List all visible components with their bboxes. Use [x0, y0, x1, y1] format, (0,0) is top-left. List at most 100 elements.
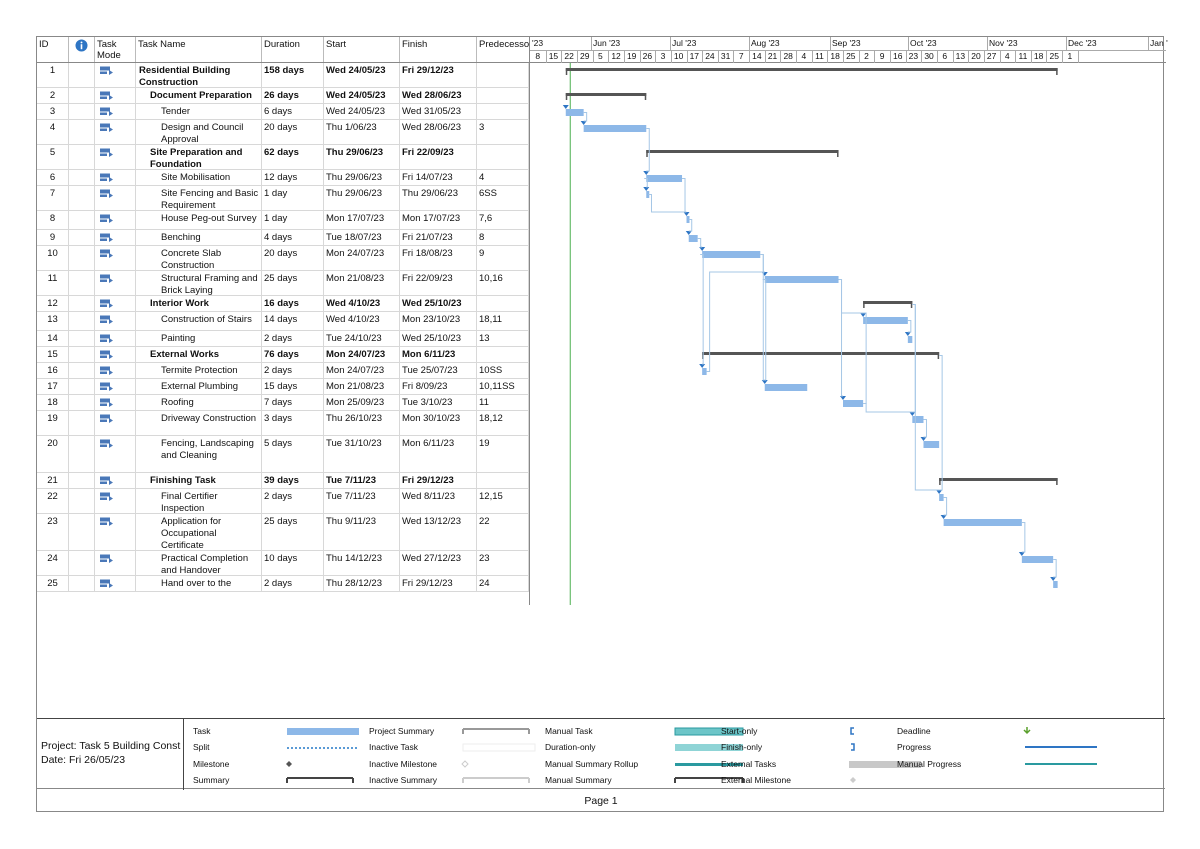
task-name[interactable]: Fencing, Landscaping and Cleaning [136, 436, 262, 472]
task-id[interactable]: 7 [37, 186, 69, 210]
task-finish[interactable]: Mon 23/10/23 [400, 312, 477, 330]
task-row[interactable]: 5 Site Preparation and Foundation 62 days T… [37, 145, 529, 170]
task-predecessors[interactable]: 18,12 [477, 411, 529, 435]
col-header-name[interactable]: Task Name [136, 37, 262, 63]
task-id[interactable]: 25 [37, 576, 69, 591]
task-id[interactable]: 6 [37, 170, 69, 185]
task-duration[interactable]: 26 days [262, 88, 324, 103]
task-id[interactable]: 24 [37, 551, 69, 575]
task-duration[interactable]: 14 days [262, 312, 324, 330]
task-start[interactable]: Mon 21/08/23 [324, 271, 400, 295]
task-predecessors[interactable]: 6SS [477, 186, 529, 210]
task-finish[interactable]: Tue 25/07/23 [400, 363, 477, 378]
task-duration[interactable]: 1 day [262, 186, 324, 210]
task-row[interactable]: 1 Residential Building Construction 158 da… [37, 63, 529, 88]
task-duration[interactable]: 12 days [262, 170, 324, 185]
task-duration[interactable]: 62 days [262, 145, 324, 169]
task-name[interactable]: External Works [136, 347, 262, 362]
task-finish[interactable]: Wed 25/10/23 [400, 296, 477, 311]
task-start[interactable]: Mon 25/09/23 [324, 395, 400, 410]
task-predecessors[interactable]: 11 [477, 395, 529, 410]
task-name[interactable]: Interior Work [136, 296, 262, 311]
task-finish[interactable]: Tue 3/10/23 [400, 395, 477, 410]
task-finish[interactable]: Fri 29/12/23 [400, 63, 477, 87]
task-predecessors[interactable]: 9 [477, 246, 529, 270]
task-duration[interactable]: 25 days [262, 514, 324, 550]
task-duration[interactable]: 2 days [262, 489, 324, 513]
task-start[interactable]: Tue 31/10/23 [324, 436, 400, 472]
task-name[interactable]: Residential Building Construction [136, 63, 262, 87]
col-header-duration[interactable]: Duration [262, 37, 324, 63]
task-predecessors[interactable] [477, 145, 529, 169]
task-start[interactable]: Mon 24/07/23 [324, 347, 400, 362]
task-row[interactable]: 20 Fencing, Landscaping and Cleaning 5 day… [37, 436, 529, 473]
task-start[interactable]: Tue 7/11/23 [324, 473, 400, 488]
task-name[interactable]: Application for Occupational Certificate [136, 514, 262, 550]
task-name[interactable]: Roofing [136, 395, 262, 410]
task-row[interactable]: 12 Interior Work 16 days Wed 4/10/23 Wed 25/… [37, 296, 529, 312]
task-start[interactable]: Mon 24/07/23 [324, 363, 400, 378]
task-start[interactable]: Wed 24/05/23 [324, 104, 400, 119]
task-predecessors[interactable]: 10,16 [477, 271, 529, 295]
task-duration[interactable]: 15 days [262, 379, 324, 394]
task-duration[interactable]: 6 days [262, 104, 324, 119]
task-start[interactable]: Wed 24/05/23 [324, 63, 400, 87]
task-duration[interactable]: 20 days [262, 120, 324, 144]
task-duration[interactable]: 4 days [262, 230, 324, 245]
task-finish[interactable]: Wed 27/12/23 [400, 551, 477, 575]
task-name[interactable]: Site Preparation and Foundation [136, 145, 262, 169]
task-start[interactable]: Mon 24/07/23 [324, 246, 400, 270]
task-finish[interactable]: Wed 25/10/23 [400, 331, 477, 346]
task-finish[interactable]: Wed 31/05/23 [400, 104, 477, 119]
task-start[interactable]: Tue 7/11/23 [324, 489, 400, 513]
task-finish[interactable]: Fri 21/07/23 [400, 230, 477, 245]
task-id[interactable]: 23 [37, 514, 69, 550]
task-row[interactable]: 21 Finishing Task 39 days Tue 7/11/23 Fri 29… [37, 473, 529, 489]
task-row[interactable]: 18 Roofing 7 days Mon 25/09/23 Tue 3/10/23 11 [37, 395, 529, 411]
task-predecessors[interactable]: 19 [477, 436, 529, 472]
task-row[interactable]: 11 Structural Framing and Brick Laying 25 … [37, 271, 529, 296]
task-name[interactable]: Final Certifier Inspection [136, 489, 262, 513]
task-predecessors[interactable]: 23 [477, 551, 529, 575]
task-duration[interactable]: 25 days [262, 271, 324, 295]
task-name[interactable]: Concrete Slab Construction [136, 246, 262, 270]
task-duration[interactable]: 1 day [262, 211, 324, 229]
task-name[interactable]: Structural Framing and Brick Laying [136, 271, 262, 295]
task-name[interactable]: Construction of Stairs [136, 312, 262, 330]
task-predecessors[interactable]: 12,15 [477, 489, 529, 513]
task-row[interactable]: 9 Benching 4 days Tue 18/07/23 Fri 21/07/23 8 [37, 230, 529, 246]
task-row[interactable]: 15 External Works 76 days Mon 24/07/23 Mon 6… [37, 347, 529, 363]
task-duration[interactable]: 76 days [262, 347, 324, 362]
task-start[interactable]: Wed 24/05/23 [324, 88, 400, 103]
task-id[interactable]: 5 [37, 145, 69, 169]
task-predecessors[interactable] [477, 473, 529, 488]
task-predecessors[interactable] [477, 63, 529, 87]
task-name[interactable]: Tender [136, 104, 262, 119]
task-row[interactable]: 6 Site Mobilisation 12 days Thu 29/06/23 Fri… [37, 170, 529, 186]
task-start[interactable]: Mon 21/08/23 [324, 379, 400, 394]
task-start[interactable]: Mon 17/07/23 [324, 211, 400, 229]
task-duration[interactable]: 2 days [262, 363, 324, 378]
task-finish[interactable]: Mon 17/07/23 [400, 211, 477, 229]
task-id[interactable]: 19 [37, 411, 69, 435]
task-finish[interactable]: Wed 13/12/23 [400, 514, 477, 550]
task-id[interactable]: 21 [37, 473, 69, 488]
task-id[interactable]: 18 [37, 395, 69, 410]
task-row[interactable]: 22 Final Certifier Inspection 2 days Tue 7/… [37, 489, 529, 514]
col-header-mode[interactable]: Task Mode [95, 37, 136, 63]
task-name[interactable]: Benching [136, 230, 262, 245]
task-duration[interactable]: 5 days [262, 436, 324, 472]
task-name[interactable]: Finishing Task [136, 473, 262, 488]
task-id[interactable]: 16 [37, 363, 69, 378]
task-id[interactable]: 4 [37, 120, 69, 144]
task-start[interactable]: Thu 29/06/23 [324, 186, 400, 210]
task-finish[interactable]: Wed 28/06/23 [400, 120, 477, 144]
task-row[interactable]: 2 Document Preparation 26 days Wed 24/05/23… [37, 88, 529, 104]
task-name[interactable]: House Peg-out Survey [136, 211, 262, 229]
task-name[interactable]: Site Fencing and Basic Requirement [136, 186, 262, 210]
task-name[interactable]: Termite Protection [136, 363, 262, 378]
task-name[interactable]: Design and Council Approval [136, 120, 262, 144]
task-start[interactable]: Wed 4/10/23 [324, 296, 400, 311]
task-predecessors[interactable]: 22 [477, 514, 529, 550]
task-predecessors[interactable]: 18,11 [477, 312, 529, 330]
